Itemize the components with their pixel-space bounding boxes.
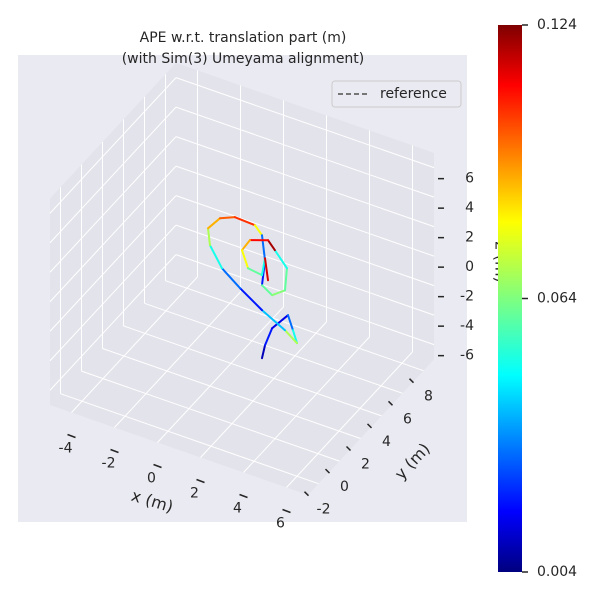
colorbar-tick-label: 0.124 (537, 17, 577, 33)
y-tick-label: 4 (382, 434, 391, 450)
chart-subtitle: (with Sim(3) Umeyama alignment) (122, 51, 365, 67)
colorbar-tick-label: 0.004 (537, 564, 577, 580)
x-tick-label: 2 (190, 486, 199, 502)
z-tick-label: -6 (460, 348, 474, 364)
chart-title: APE w.r.t. translation part (m) (140, 30, 347, 46)
z-tick-label: -4 (460, 318, 474, 334)
y-tick-label: 8 (424, 389, 433, 405)
x-tick-label: -4 (59, 441, 73, 457)
z-tick-label: 2 (465, 230, 474, 246)
x-tick-label: 0 (147, 471, 156, 487)
z-tick-label: 6 (465, 171, 474, 187)
trajectory-segment (220, 217, 235, 218)
y-tick-label: 6 (403, 411, 412, 427)
x-tick-label: 6 (276, 516, 285, 532)
x-tick-label: 4 (233, 501, 242, 517)
colorbar-tick-label: 0.064 (537, 291, 577, 307)
z-tick-label: 4 (465, 200, 474, 216)
y-tick-label: 0 (340, 479, 349, 495)
z-tick-label: -2 (460, 289, 474, 305)
z-tick-label: 0 (465, 259, 474, 275)
colorbar (498, 25, 522, 572)
legend: reference (332, 81, 461, 107)
y-tick-label: 2 (361, 457, 370, 473)
y-tick-label: -2 (317, 502, 331, 518)
x-tick-label: -2 (102, 456, 116, 472)
legend-label: reference (380, 86, 447, 102)
